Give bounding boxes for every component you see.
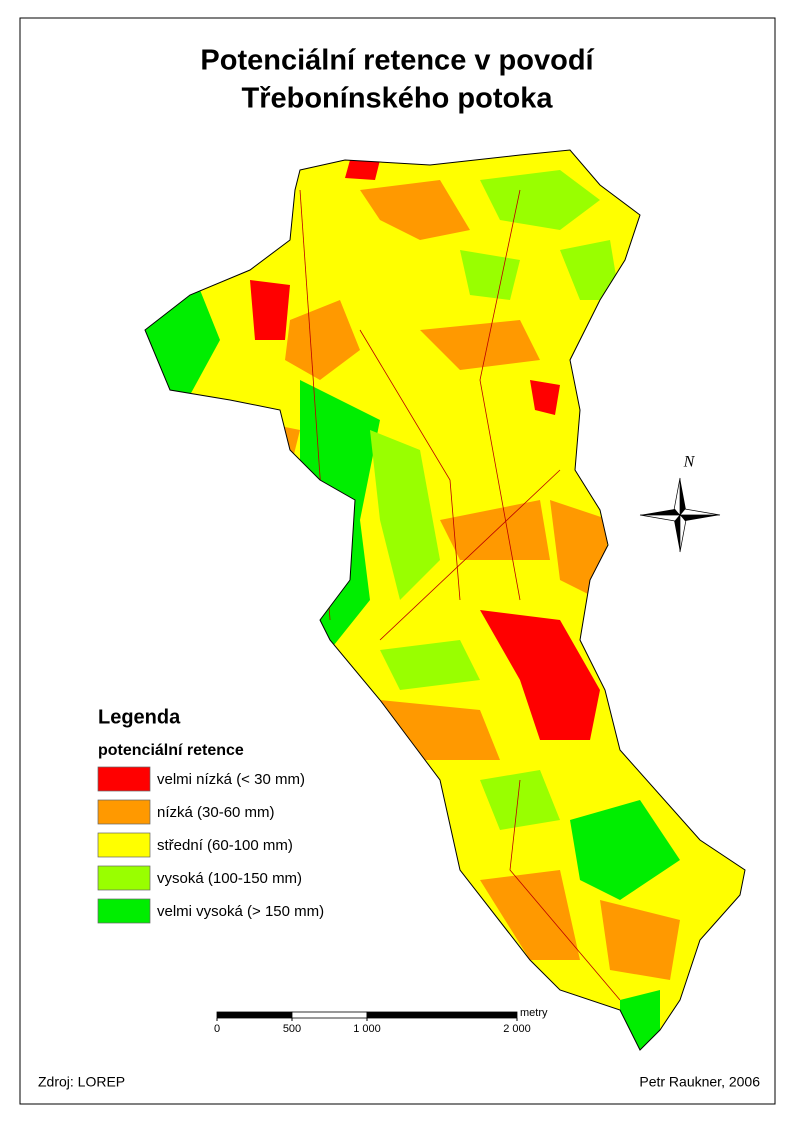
land-patch [480,610,600,740]
basin-map [145,150,745,1050]
scale-label: 2 000 [503,1023,531,1035]
legend-swatch [97,799,151,825]
author: Petr Raukner, 2006 [639,1074,760,1090]
land-patch [480,870,580,960]
land-patch [480,770,560,830]
scale-unit: metry [520,1007,548,1019]
scale-label: 0 [214,1023,220,1035]
legend-swatch [97,766,151,792]
title-line: Třebonínského potoka [242,83,554,115]
land-patch [345,160,380,180]
legend-subtitle: potenciální retence [98,742,244,759]
scale-label: 1 000 [353,1023,381,1035]
frame [19,17,776,1105]
land-patch [600,900,680,980]
legend-label: střední (60-100 mm) [157,837,293,854]
scale-segment [216,1011,293,1019]
legend-label: velmi vysoká (> 150 mm) [157,903,324,920]
legend-label: nízká (30-60 mm) [157,804,275,821]
roads [299,189,621,1001]
source: Zdroj: LOREP [38,1074,125,1090]
legend-swatch [97,832,151,858]
scale-segment [366,1011,518,1019]
legend: velmi nízká (< 30 mm) nízká (30-60 mm) stř… [97,766,324,924]
title-line: Potenciální retence v povodí [200,45,594,77]
legend-label: vysoká (100-150 mm) [157,870,302,887]
land-patch [620,990,660,1050]
land-patch [570,800,680,900]
land-patch [360,180,470,240]
north-arrow [639,477,721,553]
land-patch [530,380,560,415]
land-patch [480,170,600,230]
legend-swatch [97,898,151,924]
legend-label: velmi nízká (< 30 mm) [157,771,305,788]
land-patch [285,300,360,380]
land-patch [420,320,540,370]
land-patch [250,280,290,340]
legend-title: Legenda [98,706,181,728]
land-patch [370,430,440,600]
scale-bar: 0 500 1 000 2 000 metry [214,1007,548,1035]
land-patch [560,240,620,300]
legend-swatch [97,865,151,891]
scale-label: 500 [283,1023,301,1035]
scale-segment [291,1011,368,1019]
land-patch [440,500,550,560]
north-label: N [683,454,696,471]
land-patch [380,640,480,690]
